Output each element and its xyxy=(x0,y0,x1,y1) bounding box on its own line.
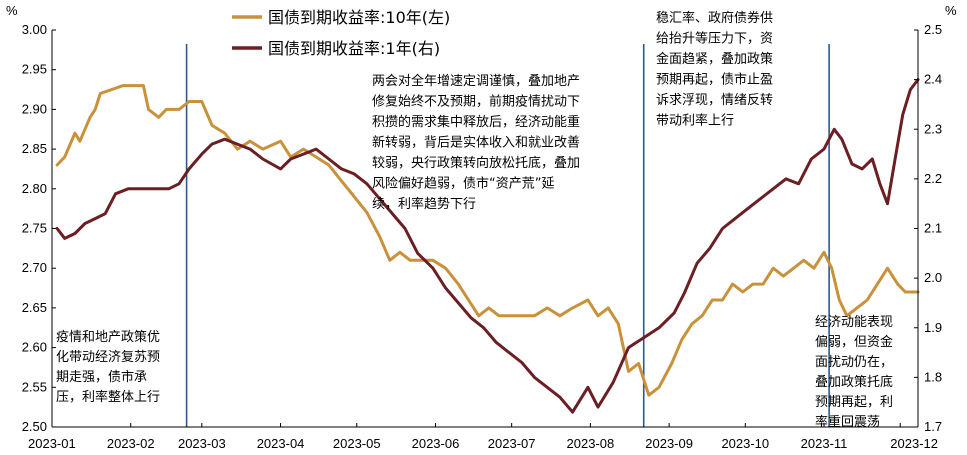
right-axis-unit: % xyxy=(945,3,957,18)
annotation-ann3: 稳汇率、政府债券供给抬升等压力下，资金面趋紧，叠加政策预期再起，债市止盈诉求浮现… xyxy=(656,10,773,129)
left-tick-label: 2.95 xyxy=(22,62,47,77)
right-tick-label: 1.7 xyxy=(924,419,942,434)
annotation-line: 偏弱，但资金 xyxy=(815,334,893,350)
annotation-line: 叠加政策托底 xyxy=(815,374,893,390)
annotation-line: 修复始终不及预期，前期疫情扰动下 xyxy=(372,94,580,110)
annotation-line: 压，利率整体上行 xyxy=(56,389,160,405)
annotation-line: 经济动能表现 xyxy=(815,315,893,330)
x-tick-label: 2023-02 xyxy=(107,436,155,451)
x-tick-label: 2023-11 xyxy=(801,436,848,451)
period-dividers xyxy=(185,44,830,427)
left-tick-label: 2.90 xyxy=(22,101,47,116)
left-tick-label: 2.50 xyxy=(22,419,47,434)
annotation-line: 风险偏好趋弱，债市“资产荒”延 xyxy=(372,176,554,192)
left-tick-label: 2.70 xyxy=(22,260,47,275)
series-line-10y xyxy=(55,84,920,397)
series-line-1y xyxy=(55,78,920,414)
annotation-line: 面扰动仍在， xyxy=(815,355,893,370)
annotation-line: 稳汇率、政府债券供 xyxy=(656,10,773,26)
left-tick-label: 2.85 xyxy=(22,141,47,156)
right-tick-label: 2.3 xyxy=(924,121,942,136)
x-tick-label: 2023-06 xyxy=(412,436,460,451)
right-tick-label: 1.8 xyxy=(924,369,942,384)
right-tick-label: 2.2 xyxy=(924,171,942,186)
annotation-text: 稳汇率、政府债券供给抬升等压力下，资金面趋紧，叠加政策预期再起，债市止盈诉求浮现… xyxy=(656,10,773,129)
annotation-line: 疫情和地产政策优 xyxy=(56,329,160,345)
left-tick-label: 2.80 xyxy=(22,181,47,196)
annotation-ann4: 经济动能表现偏弱，但资金面扰动仍在， 叠加政策托底预期再起，利率重回震荡 xyxy=(815,315,893,430)
annotation-text: 两会对全年增速定调谨慎，叠加地产修复始终不及预期，前期疫情扰动下积攒的需求集中释… xyxy=(372,73,580,212)
right-tick-label: 2.0 xyxy=(924,270,942,285)
left-tick-label: 2.75 xyxy=(22,221,47,236)
right-tick-label: 1.9 xyxy=(924,320,942,335)
annotation-ann2: 两会对全年增速定调谨慎，叠加地产修复始终不及预期，前期疫情扰动下积攒的需求集中释… xyxy=(372,73,580,212)
annotation-text: 经济动能表现偏弱，但资金面扰动仍在， 叠加政策托底预期再起，利率重回震荡 xyxy=(815,315,893,430)
right-tick-label: 2.4 xyxy=(924,72,942,87)
annotation-line: 期走强，债市承 xyxy=(56,369,147,385)
annotations: 疫情和地产政策优化带动经济复苏预期走强，债市承压，利率整体上行 两会对全年增速定调… xyxy=(56,10,893,430)
legend: 国债到期收益率:10年(左) 国债到期收益率:1年(右) xyxy=(232,8,450,58)
annotation-line: 率重回震荡 xyxy=(815,414,880,430)
annotation-line: 两会对全年增速定调谨慎，叠加地产 xyxy=(372,73,580,89)
right-tick-label: 2.5 xyxy=(924,22,942,37)
annotation-line: 较弱，央行政策转向放松托底，叠加 xyxy=(372,155,580,171)
annotation-line: 预期再起，债市止盈 xyxy=(656,72,773,88)
legend-label-10y: 国债到期收益率:10年(左) xyxy=(268,8,450,27)
annotation-line: 化带动经济复苏预 xyxy=(56,349,160,365)
legend-label-1y: 国债到期收益率:1年(右) xyxy=(268,39,440,58)
annotation-line: 带动利率上行 xyxy=(656,113,734,129)
x-tick-label: 2023-10 xyxy=(721,436,769,451)
x-tick-label: 2023-09 xyxy=(645,436,693,451)
annotation-ann1: 疫情和地产政策优化带动经济复苏预期走强，债市承压，利率整体上行 xyxy=(56,329,160,405)
annotation-text: 疫情和地产政策优化带动经济复苏预期走强，债市承压，利率整体上行 xyxy=(56,329,160,405)
left-tick-label: 2.60 xyxy=(22,340,47,355)
annotation-line: 新转弱，背后是实体收入和就业改善 xyxy=(372,135,580,151)
x-tick-label: 2023-05 xyxy=(333,436,381,451)
annotation-line: 给抬升等压力下，资 xyxy=(656,31,773,47)
x-tick-label: 2023-03 xyxy=(178,436,226,451)
x-tick-label: 2023-08 xyxy=(567,436,615,451)
annotation-line: 积攒的需求集中释放后，经济动能重 xyxy=(372,114,580,130)
left-tick-label: 3.00 xyxy=(22,22,47,37)
x-tick-label: 2023-07 xyxy=(488,436,536,451)
annotation-line: 金面趋紧，叠加政策 xyxy=(656,51,773,67)
annotation-line: 预期再起，利 xyxy=(815,395,893,410)
left-tick-label: 2.55 xyxy=(22,379,47,394)
left-tick-label: 2.65 xyxy=(22,300,47,315)
right-tick-label: 2.1 xyxy=(924,221,942,236)
x-tick-label: 2023-12 xyxy=(890,436,938,451)
annotation-line: 诉求浮现，情绪反转 xyxy=(656,93,773,108)
x-tick-label: 2023-01 xyxy=(28,436,76,451)
series-lines xyxy=(55,78,920,414)
left-axis-unit: % xyxy=(6,3,18,18)
x-tick-label: 2023-04 xyxy=(257,436,305,451)
annotation-line: 续，利率趋势下行 xyxy=(372,196,476,212)
axes: 2.50 2.55 2.60 2.65 2.70 2.75 2.80 2.85 2.90 2.95… xyxy=(22,22,942,451)
